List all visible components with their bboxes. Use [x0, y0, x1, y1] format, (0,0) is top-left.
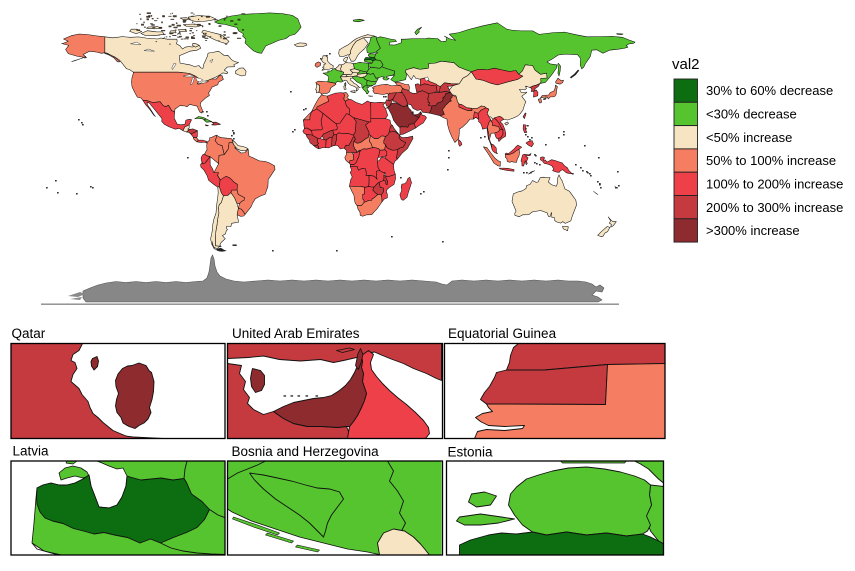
svg-text:Bosnia and Herzegovina: Bosnia and Herzegovina	[232, 444, 380, 459]
svg-text:<30% decrease: <30% decrease	[706, 107, 797, 122]
svg-text:>300% increase: >300% increase	[706, 223, 800, 238]
svg-text:200% to 300% increase: 200% to 300% increase	[706, 200, 843, 215]
svg-text:<50% increase: <50% increase	[706, 130, 792, 145]
svg-text:United Arab Emirates: United Arab Emirates	[232, 326, 360, 341]
svg-text:val2: val2	[672, 56, 700, 73]
svg-text:Estonia: Estonia	[448, 445, 494, 460]
svg-text:Qatar: Qatar	[12, 326, 46, 341]
svg-text:100% to 200% increase: 100% to 200% increase	[706, 176, 843, 191]
svg-text:Latvia: Latvia	[13, 444, 50, 459]
svg-text:Equatorial Guinea: Equatorial Guinea	[448, 326, 557, 341]
svg-text:50% to 100% increase: 50% to 100% increase	[706, 153, 836, 168]
svg-text:30% to 60% decrease: 30% to 60% decrease	[706, 83, 833, 98]
